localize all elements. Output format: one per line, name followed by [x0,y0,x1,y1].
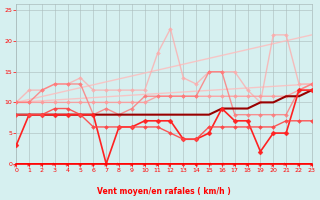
X-axis label: Vent moyen/en rafales ( km/h ): Vent moyen/en rafales ( km/h ) [97,187,231,196]
